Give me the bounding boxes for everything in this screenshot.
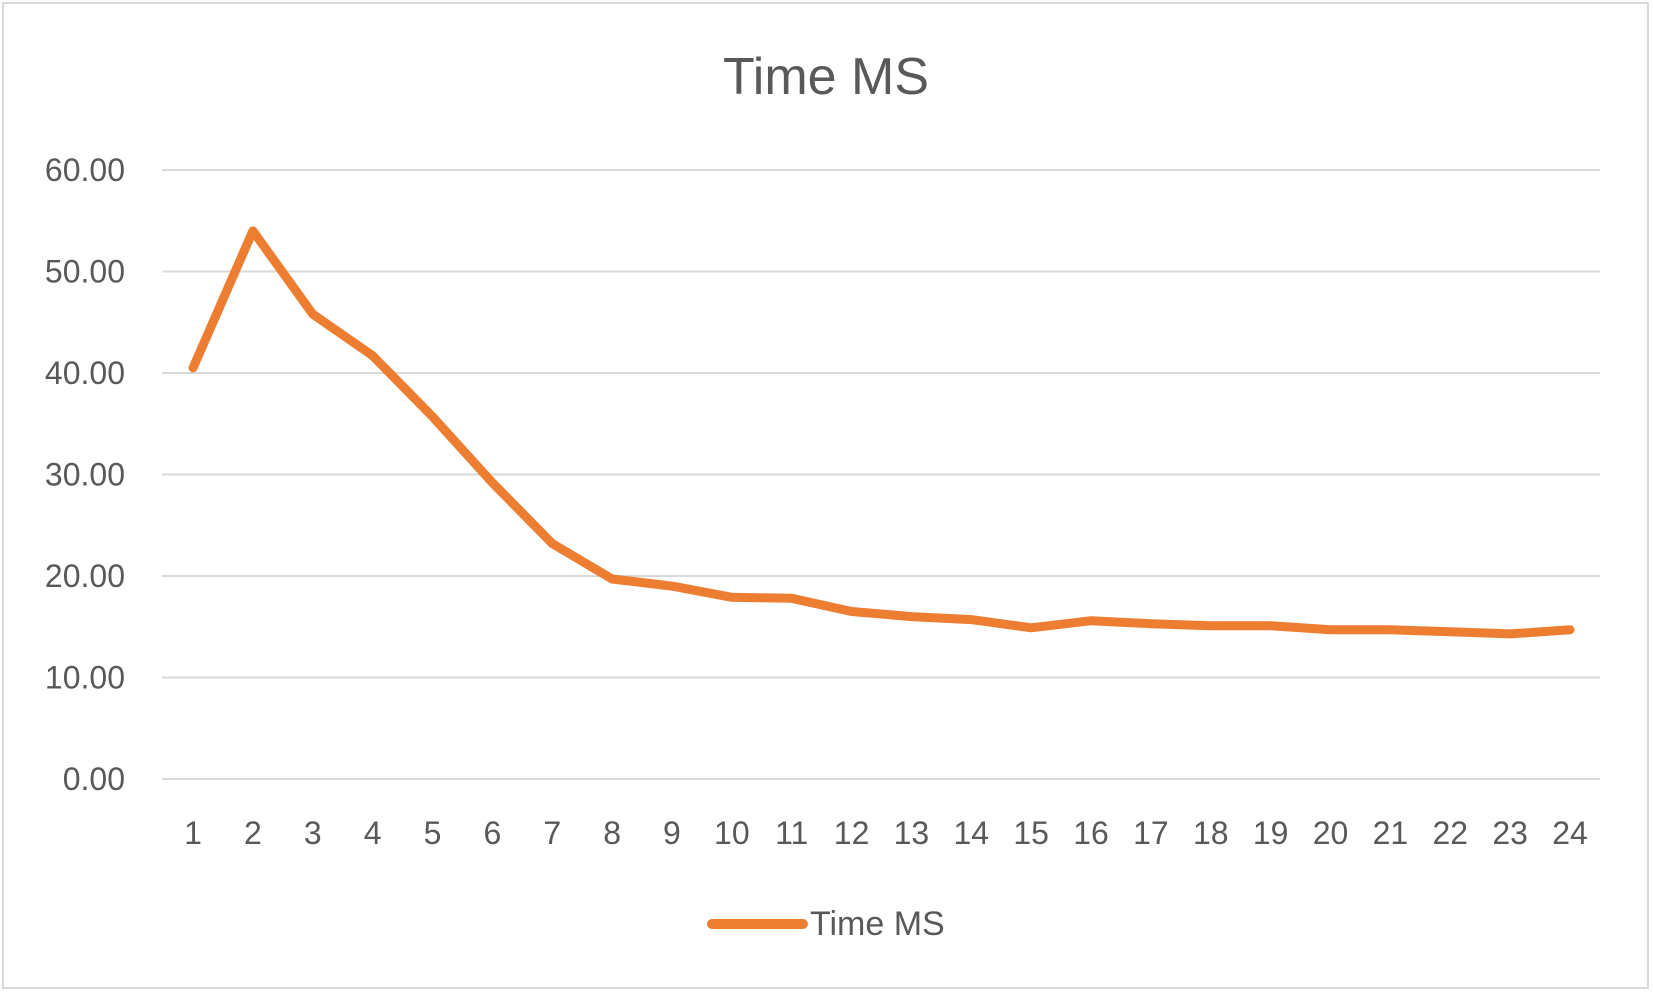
x-tick-label: 20 (1313, 815, 1349, 851)
x-tick-label: 10 (714, 815, 750, 851)
x-tick-label: 16 (1073, 815, 1109, 851)
data-point (970, 619, 972, 621)
x-tick-label: 24 (1552, 815, 1588, 851)
y-axis-ticks: 0.00 10.00 20.00 30.00 40.00 50.00 60.00 (45, 152, 125, 797)
y-tick-label: 50.00 (45, 254, 125, 290)
y-tick-label: 0.00 (63, 761, 125, 797)
data-point (791, 597, 793, 599)
data-point (1569, 629, 1571, 631)
data-point (611, 578, 613, 580)
data-point (1270, 625, 1272, 627)
data-point (372, 355, 374, 357)
legend: Time MS (707, 905, 945, 943)
x-tick-label: 15 (1013, 815, 1049, 851)
data-point (910, 616, 912, 618)
x-tick-label: 18 (1193, 815, 1229, 851)
x-tick-label: 17 (1133, 815, 1169, 851)
y-tick-label: 10.00 (45, 660, 125, 696)
x-tick-label: 3 (304, 815, 322, 851)
y-tick-label: 30.00 (45, 457, 125, 493)
data-point (312, 313, 314, 315)
data-point (1389, 629, 1391, 631)
data-point (1210, 625, 1212, 627)
data-point (1090, 620, 1092, 622)
legend-label: Time MS (810, 905, 945, 943)
x-tick-label: 5 (424, 815, 442, 851)
x-tick-label: 8 (603, 815, 621, 851)
x-tick-label: 22 (1432, 815, 1468, 851)
x-tick-label: 23 (1492, 815, 1528, 851)
data-point (1330, 629, 1332, 631)
data-point (1509, 633, 1511, 635)
x-tick-label: 19 (1253, 815, 1289, 851)
x-tick-label: 13 (894, 815, 930, 851)
gridlines (162, 169, 1600, 780)
x-axis-ticks: 1 2 3 4 5 6 7 8 9 10 11 12 13 14 15 16 17 18 19 20 21 22 23 24 (184, 815, 1588, 851)
x-tick-label: 11 (775, 815, 808, 851)
x-tick-label: 21 (1373, 815, 1409, 851)
data-point (1030, 627, 1032, 629)
y-tick-label: 20.00 (45, 558, 125, 594)
data-point (491, 482, 493, 484)
data-point (192, 367, 194, 369)
data-point (431, 416, 433, 418)
data-point (851, 611, 853, 613)
data-point (252, 230, 254, 232)
y-tick-label: 60.00 (45, 152, 125, 188)
data-point (1449, 631, 1451, 633)
x-tick-label: 6 (483, 815, 501, 851)
x-tick-label: 9 (663, 815, 681, 851)
series-line (188, 226, 1575, 639)
x-tick-label: 7 (543, 815, 561, 851)
x-tick-label: 1 (184, 815, 202, 851)
chart-title: Time MS (723, 48, 929, 106)
y-tick-label: 40.00 (45, 355, 125, 391)
data-point (1150, 623, 1152, 625)
x-tick-label: 12 (834, 815, 870, 851)
data-point (731, 596, 733, 598)
data-point (551, 543, 553, 545)
x-tick-label: 14 (954, 815, 990, 851)
x-tick-label: 2 (244, 815, 262, 851)
data-point (671, 585, 673, 587)
x-tick-label: 4 (364, 815, 382, 851)
series-lines (188, 226, 1575, 639)
